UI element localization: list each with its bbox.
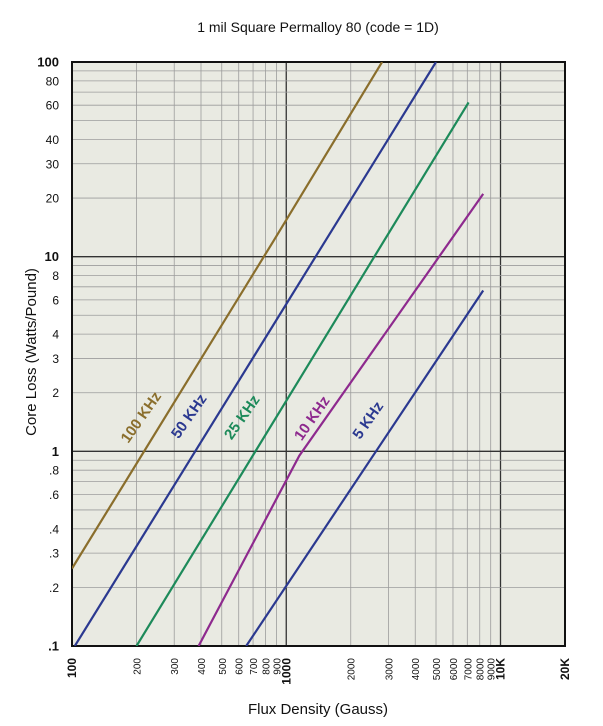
x-tick-label: 7000 (463, 658, 474, 681)
y-tick-label: 60 (46, 99, 60, 113)
y-tick-label: .6 (49, 488, 59, 502)
y-tick-label: 100 (37, 55, 59, 70)
plot-area (72, 62, 565, 646)
x-tick-label: 9000 (487, 658, 498, 681)
y-tick-label: .8 (49, 464, 59, 478)
x-tick-label: 500 (218, 658, 229, 675)
series-line-5-khz (245, 289, 485, 646)
y-tick-label: 6 (52, 293, 59, 307)
x-tick-label: 5000 (432, 658, 443, 681)
x-tick-label: 10K (494, 658, 508, 680)
grid-lines (71, 61, 566, 647)
y-tick-label: 8 (52, 269, 59, 283)
y-tick-label: 80 (46, 74, 60, 88)
x-tick-label: 2000 (347, 658, 358, 681)
chart-title: 1 mil Square Permalloy 80 (code = 1D) (197, 19, 439, 35)
x-tick-label: 20K (558, 658, 572, 680)
plot-frame (71, 61, 566, 647)
series-line-100-khz (72, 62, 384, 570)
y-tick-label: .3 (49, 547, 59, 561)
y-tick-label: 2 (52, 386, 59, 400)
series-lines (72, 62, 485, 646)
y-tick-labels: .1 .2 .3 .4 .6 .8 1 2 3 4 6 8 10 20 30 40 60 80 100 (37, 55, 59, 654)
x-tick-label: 3000 (384, 658, 395, 681)
y-tick-label: 1 (52, 444, 59, 459)
x-tick-label: 600 (235, 658, 246, 675)
y-tick-label: 20 (46, 192, 60, 206)
x-tick-label: 700 (249, 658, 260, 675)
x-axis-title: Flux Density (Gauss) (248, 701, 388, 718)
y-tick-label: .4 (49, 522, 59, 536)
x-tick-label: 400 (197, 658, 208, 675)
x-tick-label: 200 (132, 658, 143, 675)
y-tick-label: 10 (45, 249, 59, 264)
y-tick-label: .1 (48, 639, 59, 654)
x-tick-label: 8000 (476, 658, 487, 681)
x-tick-label: 300 (170, 658, 181, 675)
x-tick-label: 900 (272, 658, 283, 675)
x-tick-label: 4000 (411, 658, 422, 681)
series-line-10-khz (197, 193, 485, 646)
series-line-50-khz (73, 62, 437, 646)
x-tick-label: 800 (261, 658, 272, 675)
series-line-25-khz (135, 101, 470, 646)
y-tick-label: 40 (46, 133, 60, 147)
x-tick-label: 1000 (279, 658, 293, 685)
x-tick-label: 100 (65, 658, 79, 678)
x-tick-label: 6000 (449, 658, 460, 681)
y-axis-title: Core Loss (Watts/Pound) (23, 268, 40, 436)
y-tick-label: 30 (46, 157, 60, 171)
y-tick-label: .2 (49, 581, 59, 595)
y-tick-label: 3 (52, 352, 59, 366)
y-tick-label: 4 (52, 328, 59, 342)
